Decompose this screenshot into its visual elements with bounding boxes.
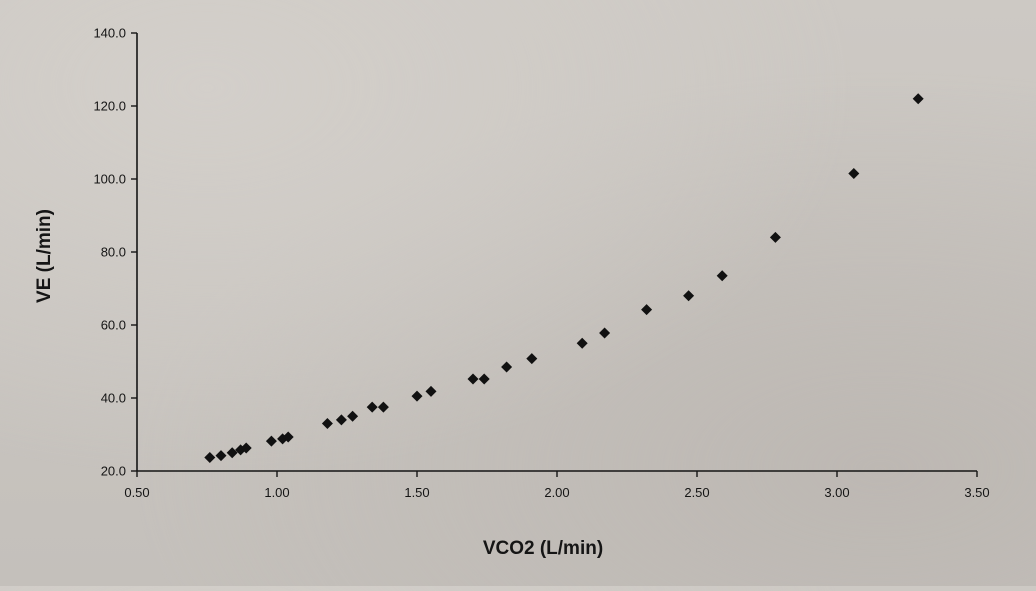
y-tick-label: 140.0 [93, 26, 126, 41]
data-point [377, 401, 389, 413]
data-point [716, 270, 728, 282]
data-point [599, 327, 611, 339]
data-point [576, 337, 588, 349]
x-tick-label: 1.50 [404, 485, 429, 500]
x-tick-label: 2.00 [544, 485, 569, 500]
x-tick-label: 3.50 [964, 485, 989, 500]
data-point [215, 450, 227, 462]
data-point [683, 290, 695, 302]
data-point [321, 418, 333, 430]
y-tick-label: 40.0 [101, 391, 126, 406]
y-tick-label: 20.0 [101, 464, 126, 479]
data-point [204, 451, 216, 463]
data-point [501, 361, 513, 373]
axes [136, 33, 977, 472]
x-axis-title: VCO2 (L/min) [483, 538, 603, 559]
y-tick-label: 100.0 [93, 172, 126, 187]
data-point [226, 447, 238, 459]
data-point [335, 414, 347, 426]
data-point [240, 442, 252, 454]
x-tick-label: 1.00 [264, 485, 289, 500]
x-tick-label: 2.50 [684, 485, 709, 500]
y-tick-label: 120.0 [93, 99, 126, 114]
data-point [265, 435, 277, 447]
data-point [641, 304, 653, 316]
data-point [425, 385, 437, 397]
data-point [347, 410, 359, 422]
y-tick-label: 60.0 [101, 318, 126, 333]
ticks: 0.50 1.00 1.50 2.00 2.50 3.00 3.50 20.0 40.0 60.0… [93, 26, 989, 501]
data-point [282, 431, 294, 443]
data-point [467, 373, 479, 385]
data-points [204, 93, 924, 463]
data-point [769, 231, 781, 243]
y-axis-title: VE (L/min) [34, 209, 55, 303]
data-point [478, 373, 490, 385]
data-point [411, 390, 423, 402]
x-tick-label: 0.50 [124, 485, 149, 500]
data-point [912, 93, 924, 105]
data-point [848, 168, 860, 180]
x-tick-label: 3.00 [824, 485, 849, 500]
y-tick-label: 80.0 [101, 245, 126, 260]
data-point [366, 401, 378, 413]
data-point [526, 353, 538, 365]
